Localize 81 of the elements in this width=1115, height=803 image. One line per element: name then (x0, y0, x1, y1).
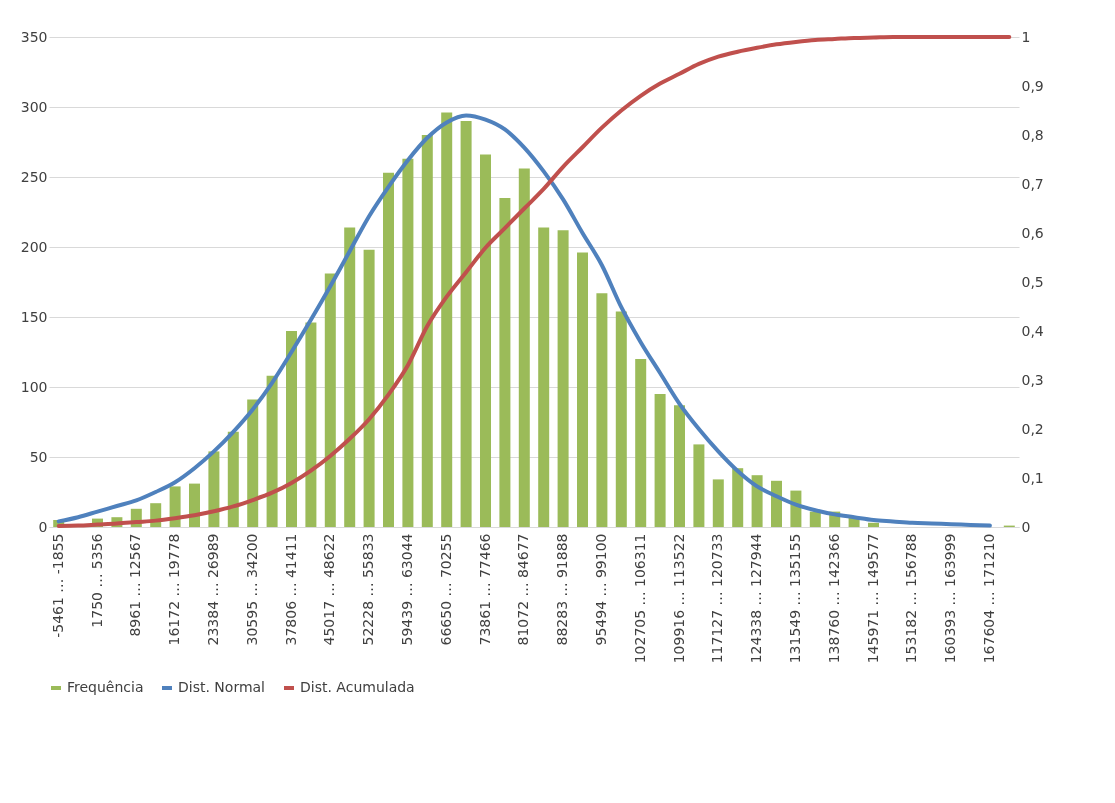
bar (596, 293, 608, 527)
y2-tick-label: 0,6 (1021, 224, 1044, 241)
x-tick-label: 124338 … 127944 (748, 533, 765, 664)
y2-tick-label: 0,2 (1021, 420, 1044, 437)
x-tick-label: 81072 … 84677 (515, 533, 532, 646)
x-tick-label: 30595 … 34200 (243, 533, 260, 646)
x-tick-label: 73861 … 77466 (476, 533, 493, 646)
x-tick-label: 37806 … 41411 (282, 533, 299, 646)
y2-tick-label: 0,8 (1021, 126, 1044, 143)
x-tick-label: 23384 … 26989 (204, 533, 221, 646)
bar (460, 121, 472, 527)
x-tick-label: 102705 … 106311 (631, 533, 648, 664)
bar (809, 511, 821, 527)
x-tick-label: -5461 … -1855 (49, 533, 66, 638)
bar (441, 112, 453, 527)
x-tick-label: 153182 … 156788 (903, 533, 920, 664)
x-tick-label: 1750 … 5356 (88, 533, 105, 628)
bar (751, 475, 763, 527)
x-tick-label: 8961 … 12567 (127, 533, 144, 637)
x-tick-label: 16172 … 19778 (166, 533, 183, 646)
y2-tick-label: 0,3 (1021, 371, 1044, 388)
bar (208, 451, 220, 527)
x-tick-label: 95494 … 99100 (592, 533, 609, 646)
bar (771, 480, 782, 527)
bar (227, 431, 239, 527)
y2-tick-label: 0 (1021, 518, 1031, 535)
bar (674, 405, 685, 527)
legend-label: Frequência (67, 679, 144, 695)
y-tick-label: 350 (20, 28, 48, 45)
x-tick-label: 88283 … 91888 (554, 533, 571, 646)
bar (266, 375, 278, 527)
bar (518, 168, 530, 527)
bar (538, 227, 550, 527)
x-tick-label: 145971 … 149577 (864, 533, 881, 664)
y-tick-label: 150 (20, 308, 48, 325)
bar (344, 227, 356, 527)
bar (324, 273, 336, 527)
bar (499, 198, 511, 527)
bar (615, 311, 627, 527)
bar (557, 230, 569, 527)
bar (635, 359, 647, 527)
y-tick-label: 250 (20, 168, 48, 185)
bar (732, 468, 744, 527)
x-tick-label: 160393 … 163999 (942, 533, 959, 664)
bar (654, 394, 666, 527)
bar (363, 249, 375, 527)
y-tick-label: 0 (38, 518, 48, 535)
bar (247, 399, 259, 527)
x-tick-label: 138760 … 142366 (825, 533, 842, 664)
x-tick-label: 167604 … 171210 (980, 533, 997, 664)
bar (305, 322, 317, 527)
y-tick-label: 100 (20, 378, 48, 395)
bar (286, 331, 297, 527)
line-series (56, 113, 992, 528)
y2-tick-label: 0,9 (1021, 77, 1044, 94)
x-tick-label: 59439 … 63044 (398, 533, 415, 646)
y2-tick-label: 0,7 (1021, 175, 1044, 192)
y2-tick-label: 0,5 (1021, 273, 1044, 290)
bar (712, 479, 724, 527)
bar (383, 172, 394, 527)
bar (577, 252, 588, 527)
y2-tick-label: 0,1 (1021, 469, 1044, 486)
y-tick-label: 50 (29, 448, 48, 465)
line-series (56, 35, 1012, 529)
x-tick-label: 45017 … 48622 (321, 533, 338, 646)
y-tick-label: 200 (20, 238, 48, 255)
bar (402, 158, 414, 527)
legend-label: Dist. Normal (178, 679, 266, 695)
x-tick-label: 52228 … 55833 (360, 533, 377, 646)
y2-tick-label: 1 (1021, 28, 1031, 45)
bar (868, 522, 879, 527)
legend-label: Dist. Acumulada (300, 679, 415, 695)
y2-tick-label: 0,4 (1021, 322, 1044, 339)
bar (480, 154, 491, 527)
y-tick-label: 300 (20, 98, 48, 115)
bar (421, 135, 433, 527)
x-tick-label: 131549 … 135155 (786, 533, 803, 664)
x-tick-label: 66650 … 70255 (437, 533, 454, 646)
x-tick-label: 117127 … 120733 (709, 533, 726, 664)
x-tick-label: 109916 … 113522 (670, 533, 687, 664)
bar (693, 444, 705, 527)
